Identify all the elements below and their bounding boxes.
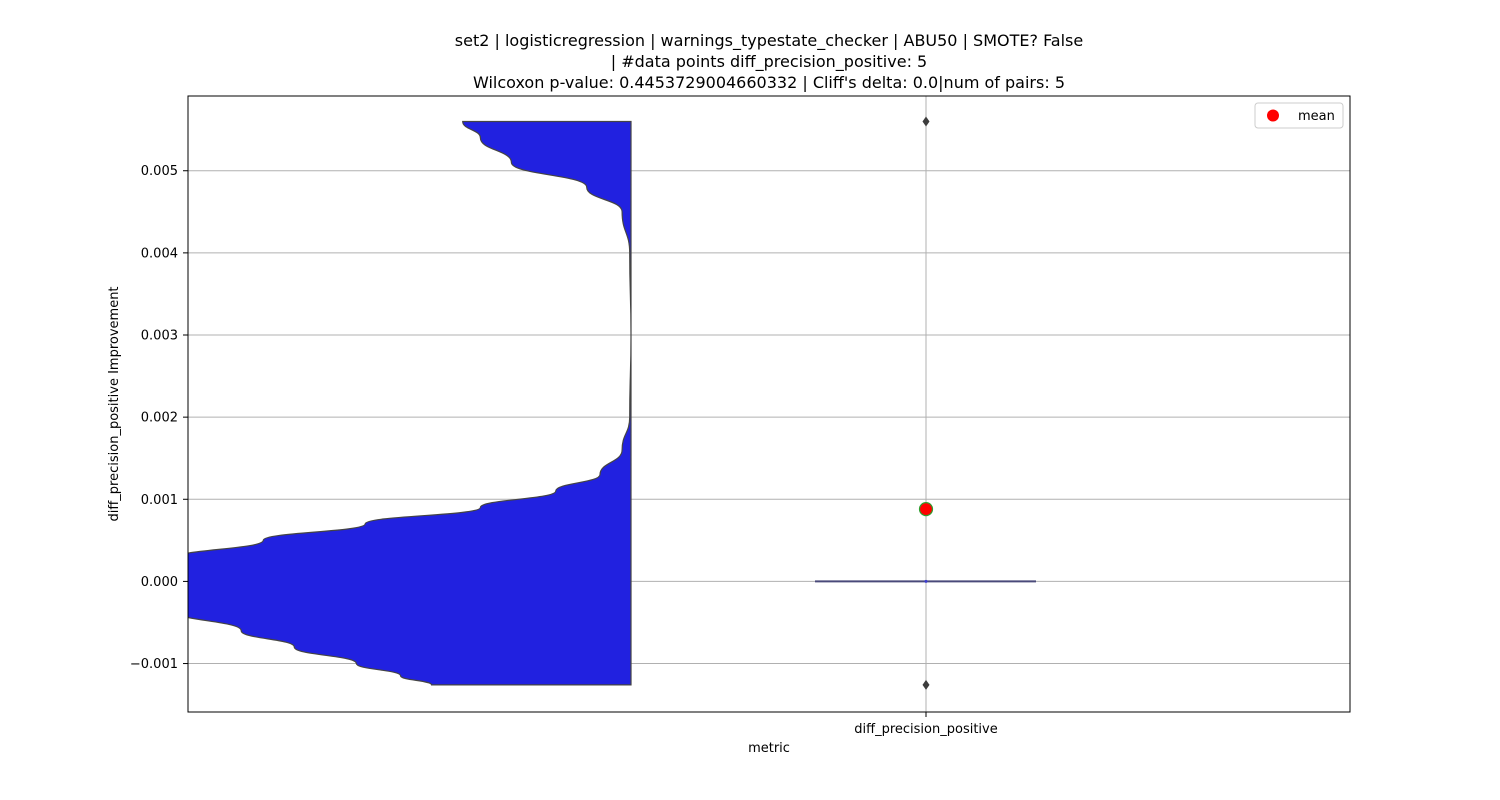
mean-marker [918,502,934,517]
x-axis: diff_precision_positive [854,712,998,737]
legend-mean-label: mean [1298,109,1335,124]
legend: mean [1254,102,1344,129]
box-plot [815,579,1036,583]
chart-title: set2 | logisticregression | warnings_typ… [455,31,1083,92]
y-tick-label: 0.001 [141,493,178,508]
title-line-1: set2 | logisticregression | warnings_typ… [455,31,1083,51]
y-tick-label: 0.002 [141,411,178,426]
x-axis-label: metric [748,741,790,756]
violin-plot [188,120,632,686]
y-tick-label: 0.000 [141,575,178,590]
outlier-marker [922,116,930,127]
y-tick-label: 0.005 [141,164,178,179]
y-tick-label: −0.001 [130,657,178,672]
y-axis-label: diff_precision_positive Improvement [107,286,122,521]
violin-body [188,120,632,686]
title-line-3: Wilcoxon p-value: 0.4453729004660332 | C… [473,73,1065,92]
markers [918,116,934,690]
outlier-marker [922,679,930,690]
box-center-dot [924,579,928,583]
y-tick-label: 0.004 [141,246,178,261]
legend-box [1254,102,1344,129]
legend-mean-marker [1267,109,1279,122]
plot-frame [187,95,1351,713]
y-tick-label: 0.003 [141,329,178,344]
title-line-2: | #data points diff_precision_positive: … [611,52,927,72]
x-tick-label: diff_precision_positive [854,722,997,737]
y-axis: −0.001 0.000 0.001 0.002 0.003 0.004 0.005 [130,164,188,672]
